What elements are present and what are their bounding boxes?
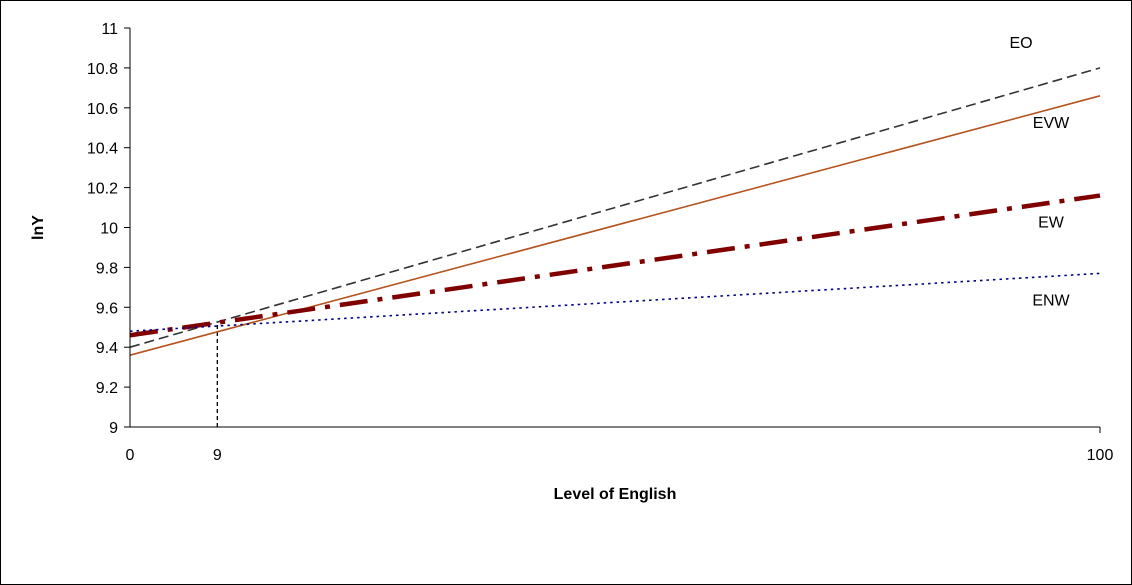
series-label-eo: EO	[1009, 35, 1032, 52]
y-tick-label-11: 11	[101, 21, 118, 38]
y-tick-label-9-4: 9.4	[96, 340, 118, 357]
y-tick-label-10-2: 10.2	[87, 181, 118, 198]
axes	[129, 28, 1100, 428]
series-line-eo	[129, 67, 1101, 348]
y-tick-label-10: 10	[100, 221, 118, 238]
y-axis-ticks: 9 9.2 9.4 9.6 9.8 10 10.2 10.4 10.6 10.8 11	[87, 21, 130, 437]
x-tick-label-0: 0	[126, 447, 135, 464]
x-tick-label-100: 100	[1087, 447, 1114, 464]
y-tick-label-9-6: 9.6	[96, 300, 118, 317]
y-axis-title: lnY	[30, 215, 47, 240]
x-axis-ticks: 0 9 100	[126, 427, 1114, 464]
series-line-enw	[129, 272, 1101, 333]
y-tick-label-9: 9	[109, 420, 118, 437]
y-tick-label-9-2: 9.2	[96, 380, 118, 397]
series-line-ew	[129, 193, 1101, 338]
y-tick-label-10-8: 10.8	[87, 61, 118, 78]
series-layer	[129, 67, 1101, 356]
series-label-ew: EW	[1038, 215, 1065, 232]
y-tick-label-10-6: 10.6	[87, 101, 118, 118]
y-tick-label-10-4: 10.4	[87, 141, 118, 158]
series-labels: EO EVW EW ENW	[1009, 35, 1070, 309]
series-label-evw: EVW	[1033, 115, 1070, 132]
x-axis-title: Level of English	[554, 486, 677, 503]
x-tick-label-9: 9	[213, 447, 222, 464]
series-label-enw: ENW	[1032, 292, 1070, 309]
y-tick-label-9-8: 9.8	[96, 260, 118, 277]
